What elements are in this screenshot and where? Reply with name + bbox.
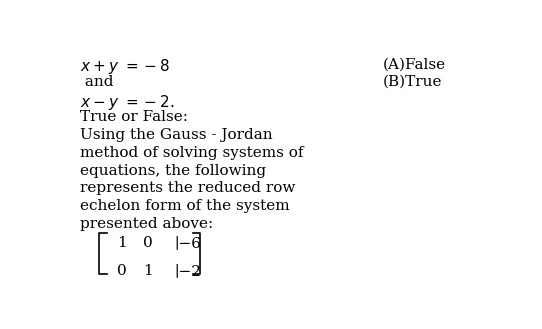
Text: $x-y\ =-2.$: $x-y\ =-2.$ xyxy=(80,93,175,112)
Text: presented above:: presented above: xyxy=(80,217,214,231)
Text: and: and xyxy=(80,75,114,89)
Text: 0: 0 xyxy=(118,264,127,278)
Text: $x+y\ =-8$: $x+y\ =-8$ xyxy=(80,57,171,76)
Text: represents the reduced row: represents the reduced row xyxy=(80,181,296,195)
Text: ∣−2: ∣−2 xyxy=(175,264,202,278)
Text: 1: 1 xyxy=(143,264,152,278)
Text: equations, the following: equations, the following xyxy=(80,164,267,178)
Text: True or False:: True or False: xyxy=(80,111,189,124)
Text: 0: 0 xyxy=(143,236,152,250)
Text: Using the Gauss - Jordan: Using the Gauss - Jordan xyxy=(80,128,273,142)
Text: (B)True: (B)True xyxy=(383,75,442,89)
Text: method of solving systems of: method of solving systems of xyxy=(80,146,304,160)
Text: ∣−6: ∣−6 xyxy=(175,236,202,250)
Text: (A)False: (A)False xyxy=(383,57,446,71)
Text: 1: 1 xyxy=(118,236,127,250)
Text: echelon form of the system: echelon form of the system xyxy=(80,199,290,213)
